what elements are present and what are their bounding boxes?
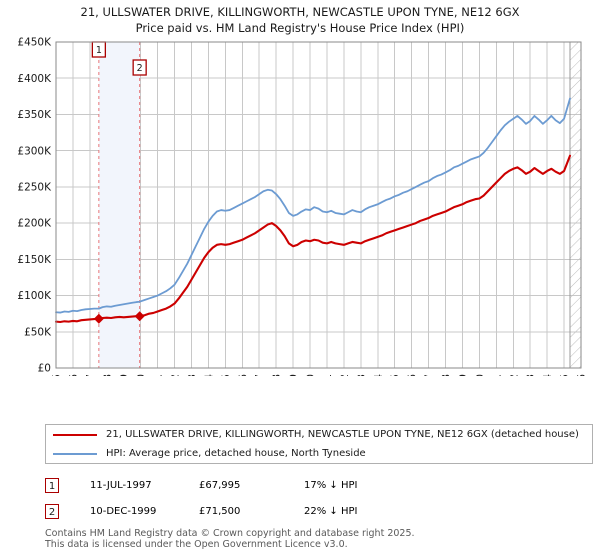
- x-axis-tick-label: 2001: [153, 374, 165, 376]
- chart-x-axis-labels: 1995 1996 1997 1998 1999 2000 2001 2002 2003 2004…: [51, 374, 588, 376]
- legend-swatch-property-icon: [53, 433, 97, 436]
- x-axis-tick-label: 1998: [102, 374, 114, 376]
- x-axis-tick-label: 2017: [424, 374, 436, 376]
- x-axis-tick-label: 2024: [542, 374, 554, 376]
- x-axis-tick-label: 2002: [170, 374, 182, 376]
- transaction-marker-point: [93, 313, 104, 324]
- x-axis-tick-label: 2019: [457, 374, 469, 376]
- footer-line-1: Contains HM Land Registry data © Crown c…: [45, 528, 415, 539]
- x-axis-tick-label: 2008: [271, 374, 283, 376]
- transaction-index-badge-1: 1: [45, 477, 59, 493]
- transaction-hpi-delta-2: 22% ↓ HPI: [304, 505, 358, 517]
- event-marker-box: [132, 59, 147, 76]
- x-axis-tick-label: 2021: [491, 374, 503, 376]
- x-axis-tick-label: 2015: [390, 374, 402, 376]
- title-line-2: Price paid vs. HM Land Registry's House …: [135, 21, 465, 35]
- x-axis-tick-label: 1996: [68, 374, 80, 376]
- title-line-1: 21, ULLSWATER DRIVE, KILLINGWORTH, NEWCA…: [80, 5, 520, 19]
- x-axis-tick-label: 2020: [474, 374, 486, 376]
- legend-label-hpi: HPI: Average price, detached house, Nort…: [106, 448, 366, 459]
- y-axis-tick-label: £250K: [17, 181, 52, 193]
- x-axis-tick-label: 2012: [339, 374, 351, 376]
- legend-item-hpi: HPI: Average price, detached house, Nort…: [46, 444, 592, 463]
- y-axis-tick-label: £0: [38, 363, 51, 375]
- footer-line-2: This data is licensed under the Open Gov…: [45, 539, 348, 550]
- chart-event-marker-boxes: 12: [91, 41, 147, 76]
- x-axis-tick-label: 2006: [237, 374, 249, 376]
- x-axis-tick-label: 1999: [119, 374, 131, 376]
- event-marker-label: 2: [137, 63, 143, 74]
- x-axis-tick-label: 2018: [441, 374, 453, 376]
- x-axis-tick-label: 2010: [305, 374, 317, 376]
- x-axis-tick-label: 2014: [373, 374, 385, 376]
- y-axis-tick-label: £350K: [17, 109, 52, 121]
- event-marker-label: 1: [96, 45, 102, 56]
- table-row: 2 10-DEC-1999 £71,500 22% ↓ HPI: [45, 498, 593, 524]
- transaction-date-2: 10-DEC-1999: [90, 505, 157, 517]
- y-axis-tick-label: £450K: [17, 37, 52, 49]
- chart-frame: [55, 41, 582, 369]
- chart-svg: £0 £50K £100K £150K £200K £250K £300K £350K £400…: [17, 37, 588, 376]
- copyright-footer: Contains HM Land Registry data © Crown c…: [45, 528, 593, 550]
- chart-transaction-points: [93, 311, 145, 324]
- transactions-table: 1 11-JUL-1997 £67,995 17% ↓ HPI 2 10-DEC…: [45, 472, 593, 524]
- x-axis-tick-label: 2025: [559, 374, 571, 376]
- chart-highlight-band: [98, 42, 140, 368]
- chart-y-axis-labels: £0 £50K £100K £150K £200K £250K £300K £350K £400…: [17, 37, 52, 375]
- x-axis-tick-label: 2026: [576, 374, 588, 376]
- chart-forecast-hatch: [569, 41, 582, 369]
- x-axis-tick-label: 1997: [85, 374, 97, 376]
- legend-swatch-hpi-icon: [53, 452, 97, 455]
- y-axis-tick-label: £200K: [17, 218, 52, 230]
- x-axis-tick-label: 2009: [288, 374, 300, 376]
- transaction-index-badge-2: 2: [45, 503, 59, 519]
- x-axis-tick-label: 1995: [51, 374, 63, 376]
- x-axis-tick-label: 2013: [356, 374, 368, 376]
- chart-plot-area: £0 £50K £100K £150K £200K £250K £300K £350K £400…: [0, 36, 600, 376]
- x-axis-tick-label: 2005: [220, 374, 232, 376]
- y-axis-tick-label: £150K: [17, 254, 52, 266]
- x-axis-tick-label: 2011: [322, 374, 334, 376]
- table-row: 1 11-JUL-1997 £67,995 17% ↓ HPI: [45, 472, 593, 498]
- transaction-hpi-delta-1: 17% ↓ HPI: [304, 479, 358, 491]
- y-axis-tick-label: £400K: [17, 73, 52, 85]
- x-axis-tick-label: 2016: [407, 374, 419, 376]
- y-axis-tick-label: £100K: [17, 290, 52, 302]
- legend-label-property: 21, ULLSWATER DRIVE, KILLINGWORTH, NEWCA…: [106, 429, 579, 440]
- transaction-marker-point: [134, 311, 145, 322]
- y-axis-tick-label: £50K: [24, 326, 52, 338]
- legend-item-property: 21, ULLSWATER DRIVE, KILLINGWORTH, NEWCA…: [46, 425, 592, 444]
- transaction-price-1: £67,995: [199, 479, 241, 491]
- x-axis-tick-label: 2003: [186, 374, 198, 376]
- x-axis-tick-label: 2000: [136, 374, 148, 376]
- x-axis-tick-label: 2004: [203, 374, 215, 376]
- series-line-hpi: [55, 97, 571, 314]
- y-axis-tick-label: £300K: [17, 145, 52, 157]
- transaction-price-2: £71,500: [199, 505, 241, 517]
- x-axis-tick-label: 2007: [254, 374, 266, 376]
- page-title: 21, ULLSWATER DRIVE, KILLINGWORTH, NEWCA…: [0, 4, 600, 36]
- transaction-date-1: 11-JUL-1997: [90, 479, 152, 491]
- chart-legend: 21, ULLSWATER DRIVE, KILLINGWORTH, NEWCA…: [45, 424, 593, 464]
- x-axis-tick-label: 2022: [508, 374, 520, 376]
- x-axis-tick-label: 2023: [525, 374, 537, 376]
